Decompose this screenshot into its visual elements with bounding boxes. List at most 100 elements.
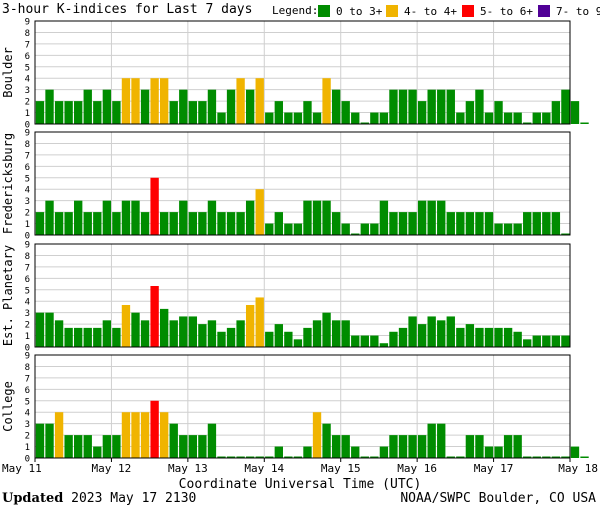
kindex-bar <box>523 456 532 458</box>
kindex-bar <box>179 200 188 235</box>
kindex-bar <box>198 435 207 458</box>
kindex-bar <box>74 101 83 124</box>
kindex-bar <box>140 212 150 235</box>
kindex-plots: 0123456789Boulder0123456789Fredericksbur… <box>1 18 598 476</box>
kindex-bar <box>389 435 398 458</box>
kindex-bar <box>112 101 121 124</box>
kindex-bar <box>446 316 455 347</box>
kindex-bar <box>370 456 379 458</box>
kindex-bar <box>131 412 140 458</box>
kindex-bar <box>45 200 54 235</box>
y-tick-label: 4 <box>25 186 30 196</box>
kindex-bar <box>35 212 45 235</box>
kindex-bar <box>207 89 217 124</box>
kindex-bar <box>312 412 322 458</box>
kindex-bar <box>150 177 159 235</box>
kindex-bar <box>236 320 245 347</box>
kindex-bar <box>551 212 561 235</box>
kindex-bar <box>427 200 436 235</box>
kindex-bar <box>54 412 64 458</box>
kindex-bar <box>370 112 379 124</box>
y-tick-label: 9 <box>25 129 30 139</box>
kindex-bar <box>140 412 150 458</box>
kindex-bar <box>236 456 245 458</box>
kindex-bar <box>427 316 436 347</box>
y-tick-label: 3 <box>25 420 30 430</box>
kindex-bar <box>217 331 226 347</box>
kindex-bar <box>265 223 274 235</box>
y-tick-label: 1 <box>25 443 30 453</box>
kindex-bar <box>542 212 551 235</box>
y-tick-label: 4 <box>25 75 30 85</box>
kindex-bar <box>159 78 169 124</box>
kindex-bar <box>64 212 73 235</box>
kindex-bar <box>331 435 341 458</box>
kindex-bar <box>551 101 561 124</box>
kindex-bar <box>45 312 54 347</box>
kindex-bar <box>484 327 494 347</box>
y-tick-label: 2 <box>25 432 30 442</box>
legend-swatch <box>386 5 398 17</box>
kindex-bar <box>341 223 350 235</box>
kindex-bar <box>293 223 303 235</box>
kindex-bar <box>437 320 446 347</box>
x-tick-label: May 14 <box>244 462 284 475</box>
kindex-bar <box>503 112 513 124</box>
kindex-bar <box>150 78 159 124</box>
x-tick-label: May 15 <box>321 462 361 475</box>
legend-title: Legend: <box>272 4 319 17</box>
kindex-bar <box>217 112 226 124</box>
kindex-bar <box>523 212 532 235</box>
y-tick-label: 0 <box>25 455 30 465</box>
y-tick-label: 6 <box>25 386 30 396</box>
kindex-bar <box>408 212 417 235</box>
kindex-bar <box>360 122 369 124</box>
kindex-bar <box>284 112 293 124</box>
kindex-bar <box>198 212 207 235</box>
kindex-bar <box>437 423 446 458</box>
y-tick-label: 1 <box>25 109 30 119</box>
kindex-bar <box>398 435 408 458</box>
kindex-bar <box>503 327 513 347</box>
kindex-bar <box>303 446 312 458</box>
kindex-bar <box>35 312 45 347</box>
y-tick-label: 2 <box>25 98 30 108</box>
kindex-bar <box>351 112 360 124</box>
kindex-bar <box>35 101 45 124</box>
kindex-bar <box>427 423 436 458</box>
y-tick-label: 7 <box>25 263 30 273</box>
kindex-bar <box>74 327 83 347</box>
y-tick-label: 8 <box>25 252 30 262</box>
kindex-bar <box>379 200 389 235</box>
legend-label: 7- to 9 <box>556 5 600 18</box>
kindex-bar <box>207 320 217 347</box>
kindex-bar <box>112 435 121 458</box>
x-tick-label: May 17 <box>474 462 514 475</box>
kindex-bar <box>255 78 264 124</box>
kindex-bar <box>456 456 465 458</box>
kindex-bar <box>169 212 178 235</box>
kindex-bar <box>494 101 503 124</box>
kindex-bar <box>64 327 73 347</box>
y-tick-label: 7 <box>25 374 30 384</box>
kindex-bar <box>542 456 551 458</box>
kindex-bar <box>150 400 159 458</box>
x-tick-label: May 12 <box>92 462 132 475</box>
y-tick-label: 1 <box>25 220 30 230</box>
legend-label: 0 to 3+ <box>336 5 383 18</box>
kindex-bar <box>45 89 54 124</box>
kindex-bar <box>226 212 236 235</box>
kindex-bar <box>83 89 92 124</box>
kindex-bar <box>331 89 341 124</box>
kindex-bar <box>93 446 102 458</box>
kindex-bar <box>74 200 83 235</box>
kindex-bar <box>131 78 140 124</box>
kindex-bar <box>198 101 207 124</box>
legend-swatch <box>462 5 474 17</box>
kindex-bar <box>54 101 64 124</box>
kindex-bar <box>523 339 532 347</box>
kindex-bar <box>456 212 465 235</box>
y-tick-label: 5 <box>25 397 30 407</box>
kindex-bar <box>131 312 140 347</box>
